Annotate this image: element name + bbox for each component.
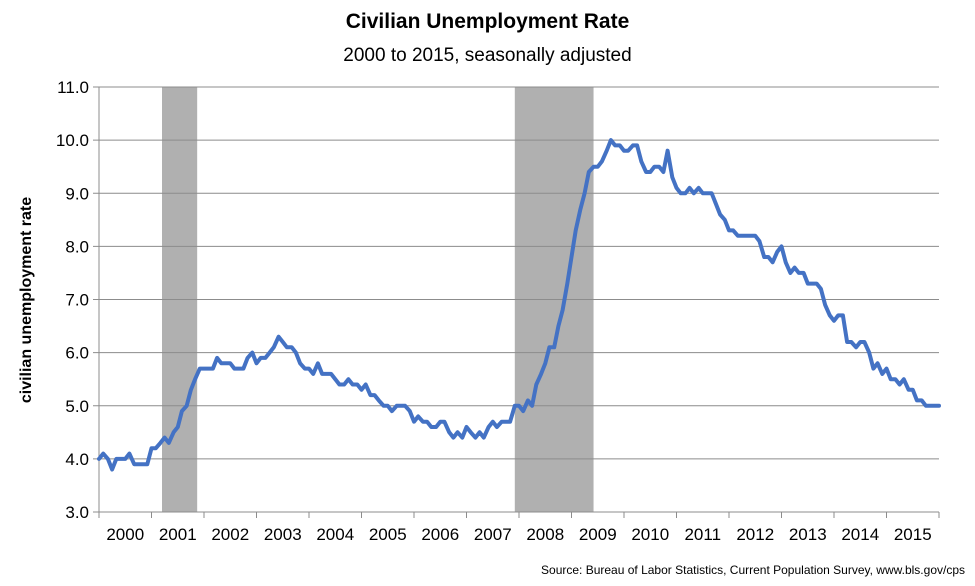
x-tick-label: 2012	[736, 525, 774, 544]
y-tick-label: 3.0	[65, 503, 89, 522]
chart-subtitle: 2000 to 2015, seasonally adjusted	[343, 45, 632, 66]
source-note: Source: Bureau of Labor Statistics, Curr…	[541, 563, 965, 577]
x-tick-label: 2005	[369, 525, 407, 544]
y-tick-label: 9.0	[65, 184, 89, 203]
x-tick-label: 2009	[579, 525, 617, 544]
series-layer	[97, 138, 941, 472]
x-tick-label: 2008	[526, 525, 564, 544]
x-tick-label: 2011	[684, 525, 721, 544]
y-tick-label: 8.0	[65, 237, 89, 256]
x-tick-label: 2015	[894, 525, 932, 544]
y-tick-label: 6.0	[65, 344, 89, 363]
x-tick-label: 2006	[421, 525, 459, 544]
axes	[93, 86, 940, 518]
y-tick-label: 4.0	[65, 450, 89, 469]
y-tick-label: 10.0	[56, 131, 89, 150]
unemployment-rate-line	[97, 138, 941, 472]
x-tick-label: 2003	[264, 525, 302, 544]
y-tick-label: 11.0	[57, 78, 89, 97]
y-tick-label: 5.0	[65, 397, 89, 416]
x-tick-label: 2013	[789, 525, 827, 544]
y-tick-label: 7.0	[65, 291, 89, 310]
x-tick-label: 2001	[159, 525, 197, 544]
x-tick-label: 2014	[841, 525, 879, 544]
x-tick-label: 2007	[474, 525, 512, 544]
x-tick-label: 2010	[631, 525, 669, 544]
chart-title: Civilian Unemployment Rate	[345, 10, 630, 33]
x-tick-label: 2004	[316, 525, 354, 544]
x-tick-label: 2002	[211, 525, 249, 544]
x-tick-label: 2000	[106, 525, 144, 544]
y-axis-label: civilian unemployment rate	[18, 197, 35, 403]
tick-labels: 3.0 4.0 5.0 6.0 7.0 8.0 9.0 10.0 11.0 2000 2001 200…	[56, 78, 932, 544]
